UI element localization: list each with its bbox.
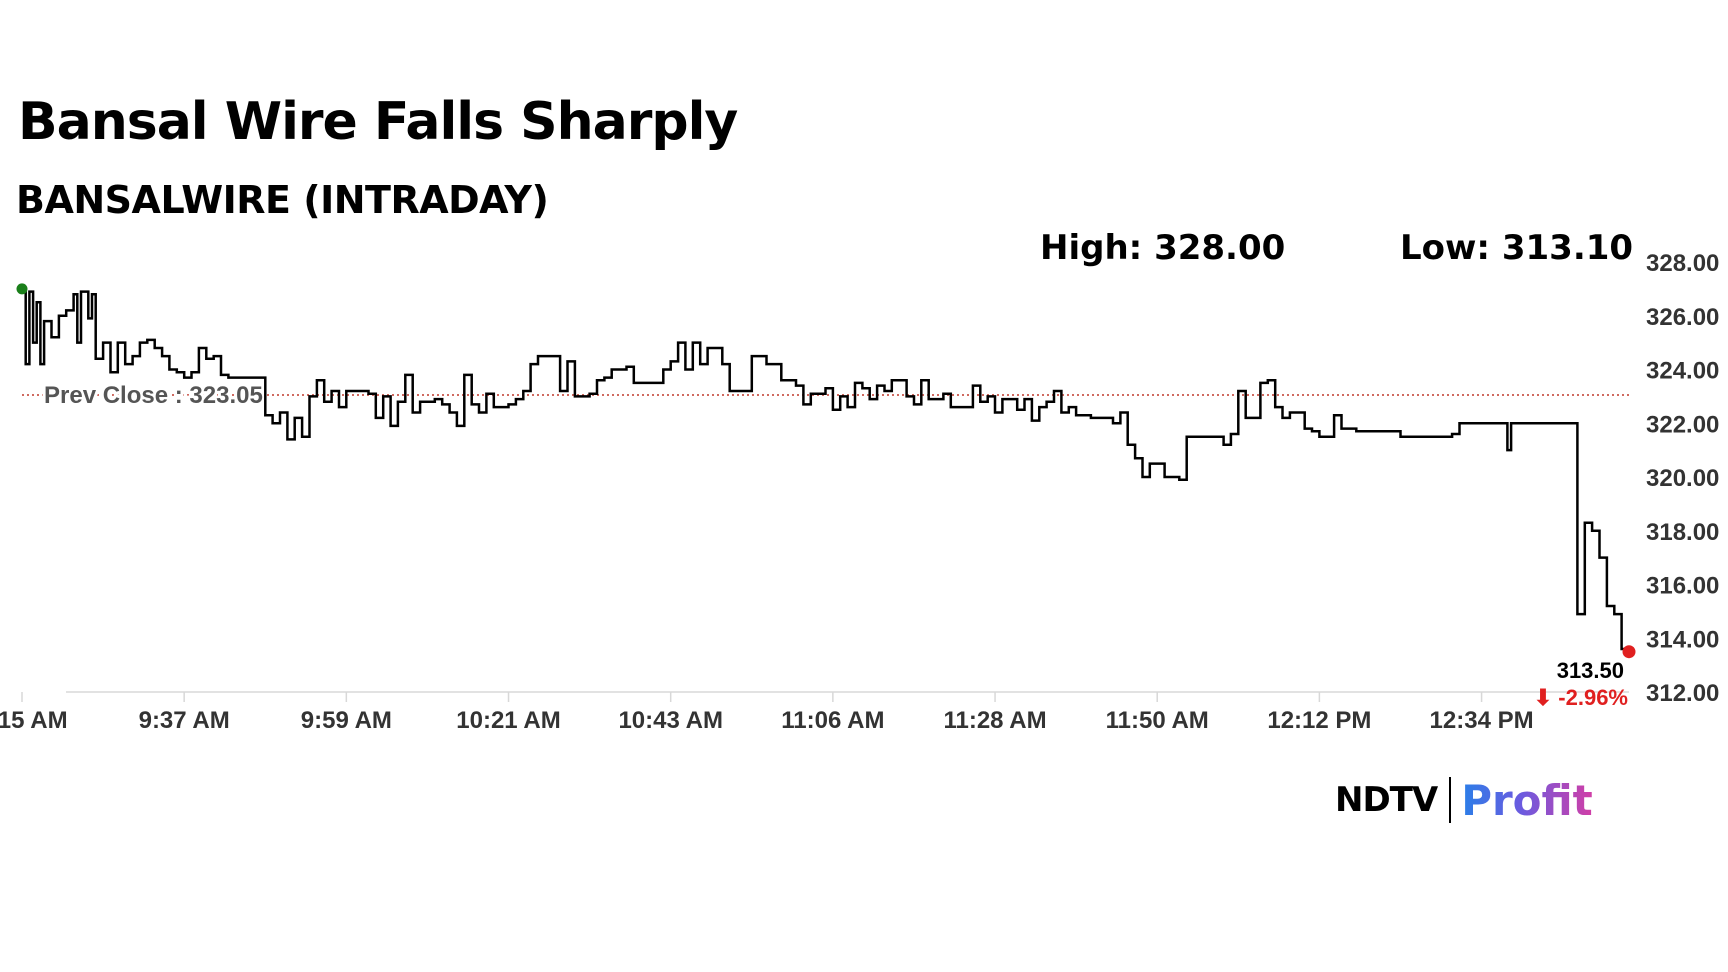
x-tick-label: 11:06 AM bbox=[781, 707, 884, 734]
last-price-dot bbox=[1622, 645, 1636, 659]
price-series-line bbox=[22, 287, 1631, 652]
last-price-label: 313.50 bbox=[1557, 658, 1624, 683]
start-price-dot bbox=[16, 283, 28, 295]
low-label: Low: 313.10 bbox=[1400, 228, 1634, 268]
x-tick-label: 10:43 AM bbox=[618, 707, 722, 734]
brand-ndtv-text: NDTV bbox=[1335, 780, 1438, 820]
x-tick-label: 12:34 PM bbox=[1430, 707, 1534, 734]
x-tick-label: 10:21 AM bbox=[456, 707, 560, 734]
y-tick-label: 322.00 bbox=[1646, 411, 1719, 438]
x-tick-label: 11:28 AM bbox=[943, 707, 1046, 734]
x-tick-label: 9:59 AM bbox=[301, 707, 392, 734]
y-tick-label: 320.00 bbox=[1646, 465, 1719, 492]
x-tick-label: 12:12 PM bbox=[1267, 707, 1371, 734]
y-tick-label: 316.00 bbox=[1646, 573, 1719, 600]
y-tick-label: 328.00 bbox=[1646, 250, 1719, 277]
y-tick-label: 314.00 bbox=[1646, 626, 1719, 653]
x-tick-label: 11:50 AM bbox=[1106, 707, 1209, 734]
chart-title: Bansal Wire Falls Sharply bbox=[18, 92, 738, 152]
y-tick-label: 324.00 bbox=[1646, 358, 1719, 385]
brand-profit-text: Profit bbox=[1461, 775, 1593, 825]
prev-close-label: Prev Close : 323.05 bbox=[44, 382, 263, 409]
x-tick-label: 9:15 AM bbox=[0, 707, 68, 734]
y-tick-label: 318.00 bbox=[1646, 519, 1719, 546]
x-tick-label: 9:37 AM bbox=[139, 707, 230, 734]
y-tick-label: 326.00 bbox=[1646, 304, 1719, 331]
ndtv-profit-logo: NDTV Profit bbox=[1335, 775, 1593, 825]
price-change-label: ⬇ -2.96% bbox=[1534, 685, 1628, 710]
chart-subtitle: BANSALWIRE (INTRADAY) bbox=[16, 178, 549, 222]
high-label: High: 328.00 bbox=[1040, 228, 1286, 268]
y-tick-label: 312.00 bbox=[1646, 680, 1719, 707]
brand-divider bbox=[1449, 777, 1452, 823]
